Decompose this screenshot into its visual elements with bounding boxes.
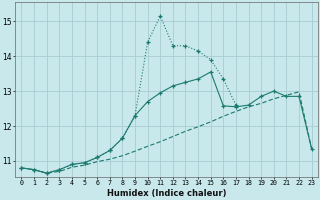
X-axis label: Humidex (Indice chaleur): Humidex (Indice chaleur)	[107, 189, 226, 198]
